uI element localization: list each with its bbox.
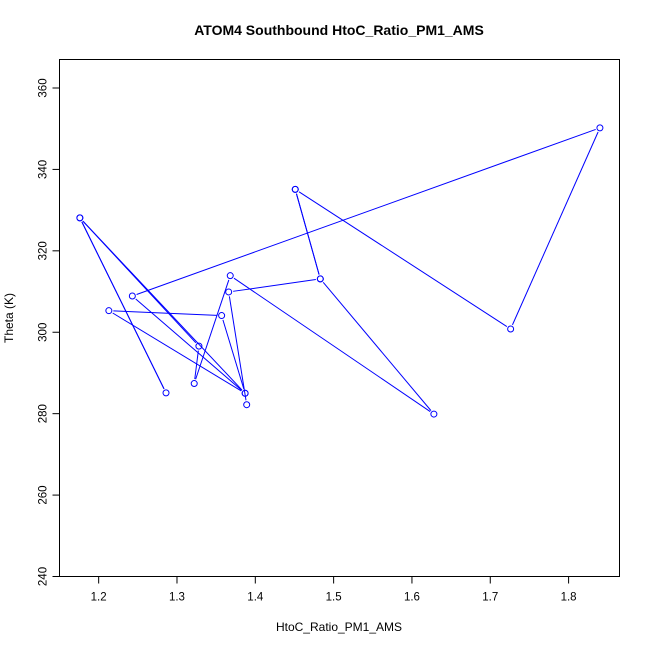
data-point <box>430 410 438 418</box>
y-tick-label: 280 <box>38 404 50 423</box>
series-line-segment <box>81 221 165 390</box>
y-tick-label: 340 <box>38 160 50 179</box>
series-line-segment <box>135 298 243 391</box>
series-line-segment <box>194 350 199 380</box>
data-point <box>195 342 203 350</box>
series-line-segment <box>233 277 431 412</box>
data-point <box>218 312 226 320</box>
series-line-segment <box>322 282 432 411</box>
series-line-segment <box>136 128 596 295</box>
y-axis: 240 260 280 300 320 340 360 <box>38 78 60 586</box>
data-point <box>507 325 515 333</box>
y-tick-label: 240 <box>38 567 50 586</box>
series-line-segment <box>512 131 599 326</box>
series-line-segment <box>233 279 316 292</box>
series-line-segment <box>298 191 508 327</box>
y-axis-label: Theta (K) <box>2 293 16 343</box>
series-line-segment <box>82 220 197 344</box>
data-point <box>225 288 233 296</box>
x-tick-label: 1.6 <box>404 592 420 604</box>
data-point <box>596 124 604 132</box>
data-point <box>76 214 84 222</box>
y-tick-label: 300 <box>38 323 50 342</box>
data-point <box>291 185 299 193</box>
data-point <box>162 389 170 397</box>
data-point <box>316 275 324 283</box>
data-point <box>226 272 234 280</box>
series-line-segment <box>195 279 230 380</box>
series-line-segment <box>228 296 247 401</box>
series-layer <box>76 124 604 418</box>
data-point <box>190 380 198 388</box>
x-tick-label: 1.4 <box>247 592 264 604</box>
data-point <box>243 401 251 409</box>
data-point <box>105 307 113 315</box>
chart-title: ATOM4 Southbound HtoC_Ratio_PM1_AMS <box>194 22 484 38</box>
x-axis: 1.2 1.3 1.4 1.5 1.6 1.7 1.8 <box>91 576 577 604</box>
x-tick-label: 1.2 <box>91 592 107 604</box>
y-tick-label: 260 <box>38 485 50 504</box>
x-tick-label: 1.3 <box>169 592 185 604</box>
series-line-segment <box>112 312 242 392</box>
x-axis-label: HtoC_Ratio_PM1_AMS <box>276 620 402 634</box>
data-point <box>128 292 136 300</box>
series-line-segment <box>222 319 245 390</box>
y-tick-label: 360 <box>38 78 50 97</box>
x-tick-label: 1.8 <box>561 592 577 604</box>
series-line-segment <box>113 310 218 316</box>
x-tick-label: 1.5 <box>326 592 342 604</box>
series-line-segment <box>295 193 320 275</box>
data-point <box>241 389 249 397</box>
x-tick-label: 1.7 <box>482 592 498 604</box>
y-tick-label: 320 <box>38 241 50 260</box>
